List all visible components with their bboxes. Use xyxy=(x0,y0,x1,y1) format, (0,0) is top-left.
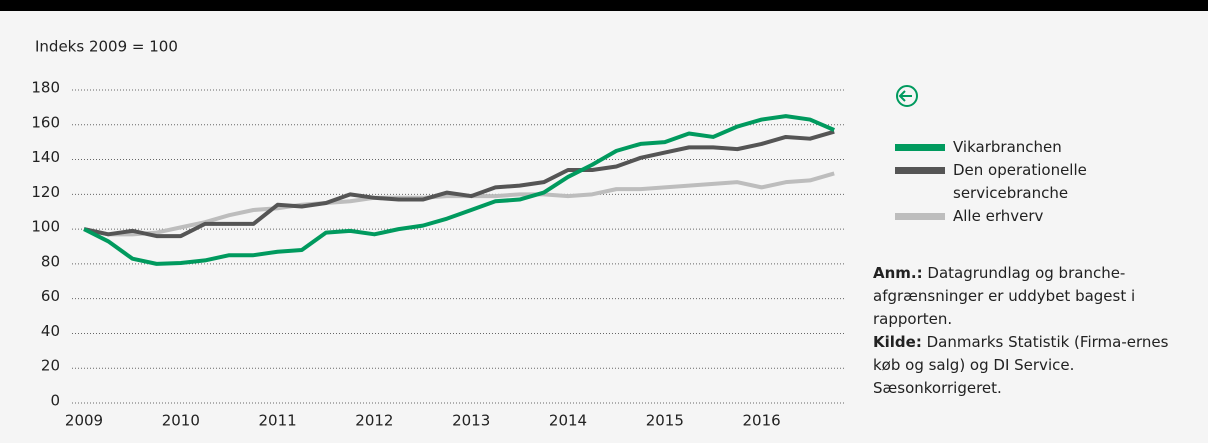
y-axis-label: Indeks 2009 = 100 xyxy=(35,38,178,56)
y-tick-label: 20 xyxy=(41,357,60,375)
note-text: Danmarks Statistik (Firma-ernes køb og s… xyxy=(873,333,1169,397)
legend-label: Den operationelle servicebranche xyxy=(953,161,1087,202)
x-tick-label: 2013 xyxy=(452,412,490,430)
y-tick-label: 40 xyxy=(41,322,60,340)
legend-label: Alle erhverv xyxy=(953,207,1044,225)
back-icon[interactable] xyxy=(896,85,918,107)
legend-swatch xyxy=(895,144,945,151)
y-tick-label: 140 xyxy=(31,148,60,166)
line-series xyxy=(83,171,835,237)
x-tick-label: 2010 xyxy=(162,412,200,430)
note-text: Datagrundlag og branche-afgrænsninger er… xyxy=(873,264,1136,328)
line-series xyxy=(83,114,835,266)
icon-arrow xyxy=(898,90,912,102)
legend-label: Vikarbranchen xyxy=(953,138,1062,156)
note: Kilde: Danmarks Statistik (Firma-ernes k… xyxy=(873,331,1173,400)
legend-swatch xyxy=(895,213,945,220)
line-series xyxy=(83,129,835,239)
x-tick-label: 2009 xyxy=(65,412,103,430)
note-label: Anm.: xyxy=(873,264,923,282)
notes: Anm.: Datagrundlag og branche-afgrænsnin… xyxy=(873,262,1173,400)
y-tick-label: 0 xyxy=(50,392,60,410)
y-tick-label: 60 xyxy=(41,287,60,305)
x-tick-label: 2011 xyxy=(259,412,297,430)
legend-item: Den operationelle servicebranche xyxy=(895,159,1135,205)
y-tick-label: 80 xyxy=(41,252,60,270)
icon-circle xyxy=(896,85,918,107)
y-tick-label: 180 xyxy=(31,79,60,97)
legend-swatch xyxy=(895,167,945,174)
y-tick-label: 100 xyxy=(31,218,60,236)
note: Anm.: Datagrundlag og branche-afgrænsnin… xyxy=(873,262,1173,331)
x-tick-label: 2015 xyxy=(646,412,684,430)
note-label: Kilde: xyxy=(873,333,922,351)
legend: Vikarbranchen Den operationelle servicebr… xyxy=(895,136,1135,228)
x-tick-label: 2016 xyxy=(743,412,781,430)
y-tick-label: 120 xyxy=(31,183,60,201)
legend-item: Vikarbranchen xyxy=(895,136,1135,159)
top-bar xyxy=(0,0,1208,11)
x-tick-label: 2014 xyxy=(549,412,587,430)
legend-item: Alle erhverv xyxy=(895,205,1135,228)
x-tick-label: 2012 xyxy=(355,412,393,430)
y-tick-label: 160 xyxy=(31,113,60,131)
